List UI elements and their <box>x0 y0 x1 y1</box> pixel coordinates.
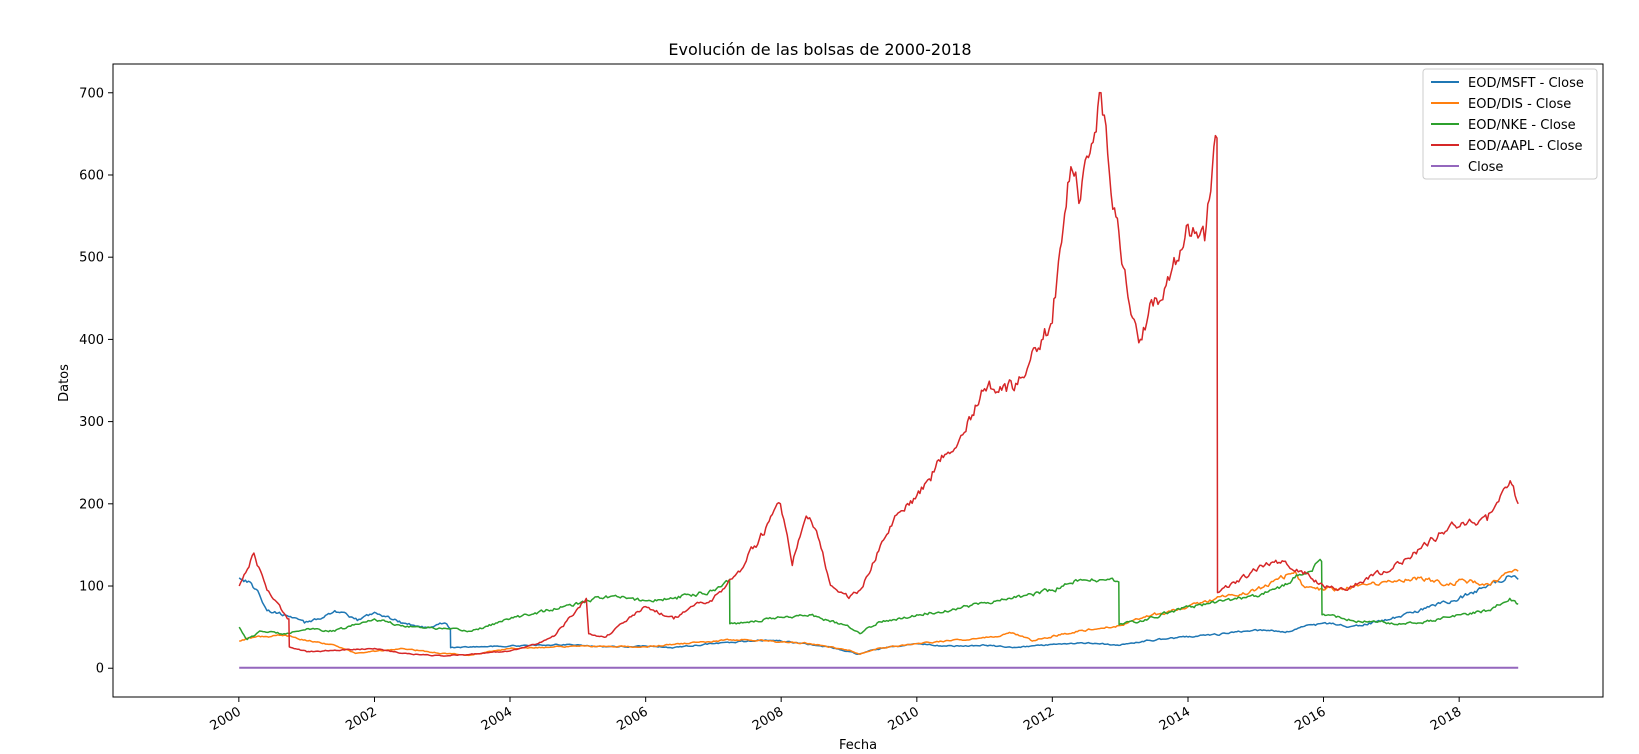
legend-label-nke: EOD/NKE - Close <box>1468 118 1576 133</box>
y-tick-label: 100 <box>79 580 104 595</box>
legend-label-msft: EOD/MSFT - Close <box>1468 76 1584 91</box>
series-layer <box>238 91 1519 669</box>
legend-label-aapl: EOD/AAPL - Close <box>1468 139 1582 154</box>
series-line-msft <box>238 575 1519 656</box>
legend-label-dis: EOD/DIS - Close <box>1468 97 1571 112</box>
y-tick-label: 400 <box>79 333 104 348</box>
legend: EOD/MSFT - Close EOD/DIS - Close EOD/NKE -… <box>1422 68 1598 180</box>
y-tick-label: 0 <box>96 662 104 677</box>
y-tick-label: 700 <box>79 86 104 101</box>
chart-title: Evolución de las bolsas de 2000-2018 <box>668 40 971 59</box>
y-axis: 0 100 200 300 400 500 600 700 <box>79 86 113 677</box>
y-tick-label: 600 <box>79 168 104 183</box>
legend-box <box>1422 68 1598 180</box>
y-axis-label: Datos <box>57 364 72 402</box>
y-tick-label: 500 <box>79 251 104 266</box>
x-axis-label: Fecha <box>839 738 877 753</box>
plot-frame <box>112 63 1604 698</box>
series-line-aapl <box>238 91 1519 657</box>
legend-label-close: Close <box>1468 160 1503 175</box>
series-line-dis <box>239 568 1519 657</box>
y-tick-label: 300 <box>79 415 104 430</box>
y-tick-label: 200 <box>79 497 104 512</box>
